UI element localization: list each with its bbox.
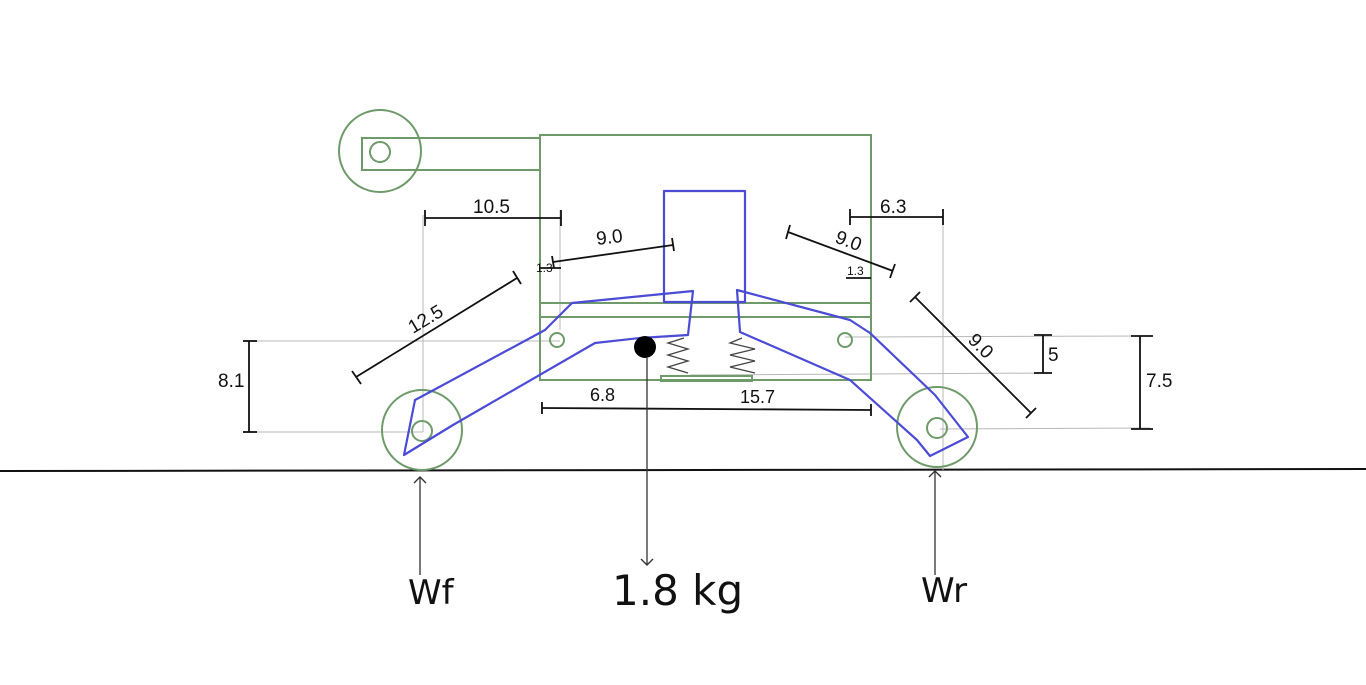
chassis-frame: [338, 109, 978, 471]
dim-rear-horizontal: 6.3: [880, 197, 906, 218]
rear-reaction-label: Wr: [921, 571, 967, 611]
dim-rear-link-upper: 9.0: [832, 227, 864, 256]
rear-spring: [727, 337, 756, 374]
dim-cg-to-rear: 15.7: [740, 387, 775, 407]
suspension-linkage: [402, 189, 970, 458]
rear-pivot: [837, 332, 853, 348]
rear-wheel-hub: [926, 417, 948, 439]
front-pivot: [549, 332, 565, 348]
weight-label: 1.8 kg: [612, 566, 743, 615]
dim-cg-from-front: 6.8: [590, 385, 615, 405]
dim-front-link-lower: 12.5: [405, 301, 448, 338]
springs: [665, 337, 756, 374]
shock-tower: [662, 189, 747, 304]
dim-front-wheel-height: 8.1: [218, 371, 244, 392]
camera-arm: [361, 137, 541, 171]
dim-front-link-upper: 9.0: [595, 226, 624, 250]
dim-rear-link-lower: 9.0: [963, 330, 997, 364]
front-reaction-label: Wf: [408, 573, 455, 613]
dim-front-offset: 1.3: [536, 261, 553, 275]
front-wheel-hub: [411, 420, 433, 442]
guide-lines: [245, 210, 1151, 470]
spring-seat: [660, 375, 753, 382]
front-spring: [665, 337, 691, 374]
front-wheel: [381, 389, 463, 471]
rear-swing-arm: [735, 288, 970, 458]
dim-rear-offset: 1.3: [847, 264, 864, 278]
rear-wheel: [896, 386, 978, 468]
dim-rear-wheel-height: 7.5: [1146, 371, 1172, 392]
camera-pulley-hub: [369, 141, 391, 163]
dim-rear-pivot-height: 5: [1048, 345, 1059, 366]
front-swing-arm: [402, 289, 695, 457]
ground-line: [0, 468, 1366, 472]
dim-front-horizontal: 10.5: [473, 197, 510, 218]
camera-pulley: [338, 109, 422, 193]
center-of-gravity-dot: [634, 336, 656, 358]
dimension-lines: [243, 209, 1153, 433]
